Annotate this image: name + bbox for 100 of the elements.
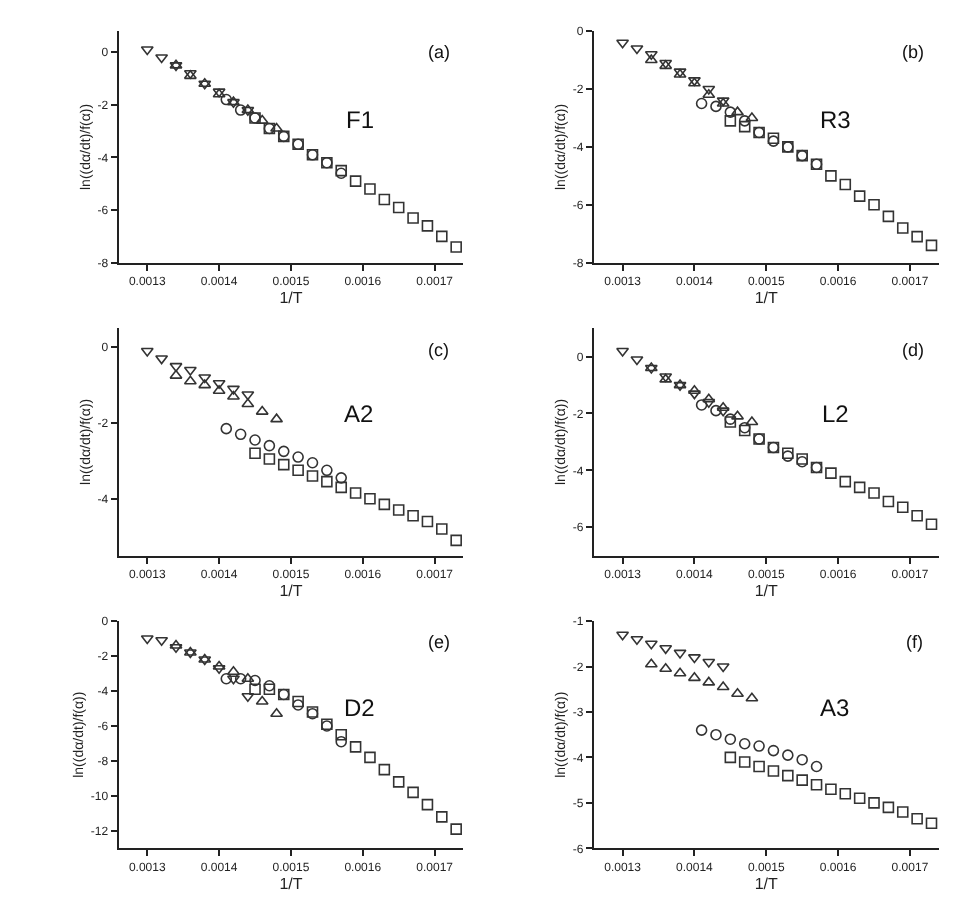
annotation: A3 (820, 694, 851, 722)
point (710, 100, 722, 113)
point (853, 190, 866, 202)
point (292, 695, 304, 708)
point (407, 212, 419, 224)
point (241, 398, 255, 408)
point (868, 797, 880, 809)
point (925, 518, 938, 531)
point (220, 422, 233, 435)
point (716, 681, 730, 691)
point (724, 733, 737, 746)
point (364, 183, 376, 195)
point (839, 475, 852, 488)
annotation: (e) (428, 632, 450, 652)
point (896, 501, 909, 514)
point (738, 120, 751, 133)
point (911, 812, 923, 825)
point (226, 665, 241, 676)
point (140, 635, 154, 645)
point (644, 658, 658, 668)
x-axis-title: 1/T (279, 582, 303, 601)
point (767, 744, 780, 757)
point (695, 724, 708, 736)
point (169, 639, 183, 649)
point (421, 220, 434, 232)
point (687, 384, 701, 395)
point (745, 112, 759, 122)
annotation: (b) (902, 42, 924, 62)
point (349, 741, 362, 753)
point (140, 347, 154, 357)
point (263, 453, 276, 465)
point (767, 765, 780, 777)
point (421, 798, 434, 811)
point (155, 355, 169, 365)
point (335, 735, 348, 748)
point (234, 428, 247, 441)
point (702, 398, 716, 408)
point (782, 769, 794, 782)
point (255, 114, 269, 124)
point (882, 801, 895, 814)
point (825, 170, 837, 182)
point (630, 356, 644, 366)
point (249, 683, 261, 696)
point (853, 481, 866, 494)
point (659, 662, 673, 673)
point (270, 122, 284, 132)
point (896, 806, 909, 818)
annotation: (f) (906, 632, 923, 652)
point (378, 193, 391, 206)
point (212, 384, 226, 395)
point (810, 760, 823, 773)
point (630, 45, 644, 55)
point (925, 239, 938, 252)
point (702, 658, 716, 668)
point (169, 643, 183, 654)
point (896, 222, 909, 234)
point (825, 467, 837, 479)
point (911, 230, 923, 243)
point (421, 515, 434, 528)
point (407, 786, 419, 799)
point (738, 756, 751, 768)
point (378, 763, 391, 776)
x-axis-title: 1/T (754, 289, 779, 308)
point (695, 399, 708, 411)
point (335, 481, 348, 494)
point (349, 487, 362, 499)
annotation: (a) (428, 42, 450, 62)
point (392, 776, 405, 788)
point (745, 416, 759, 426)
point (644, 640, 658, 650)
point (249, 447, 261, 460)
annotation: (d) (902, 340, 924, 360)
point (839, 787, 852, 800)
point (925, 817, 938, 830)
point (687, 654, 701, 664)
point (702, 393, 716, 403)
point (436, 811, 448, 823)
point (255, 405, 269, 415)
point (853, 792, 866, 805)
point (687, 390, 701, 400)
point (392, 504, 405, 516)
point (220, 93, 233, 106)
point (796, 774, 808, 786)
point (436, 230, 448, 243)
point (659, 645, 673, 655)
annotation: (c) (428, 340, 449, 360)
point (292, 451, 304, 463)
point (702, 85, 716, 95)
x-axis-title: 1/T (279, 289, 303, 308)
annotation: L2 (822, 400, 850, 428)
annotation: D2 (344, 694, 376, 722)
point (183, 366, 197, 376)
point (349, 175, 362, 187)
point (644, 50, 658, 61)
point (796, 753, 808, 766)
point (710, 728, 722, 741)
point (306, 456, 319, 469)
point (450, 823, 462, 835)
annotation: A2 (344, 400, 375, 428)
point (868, 199, 880, 211)
